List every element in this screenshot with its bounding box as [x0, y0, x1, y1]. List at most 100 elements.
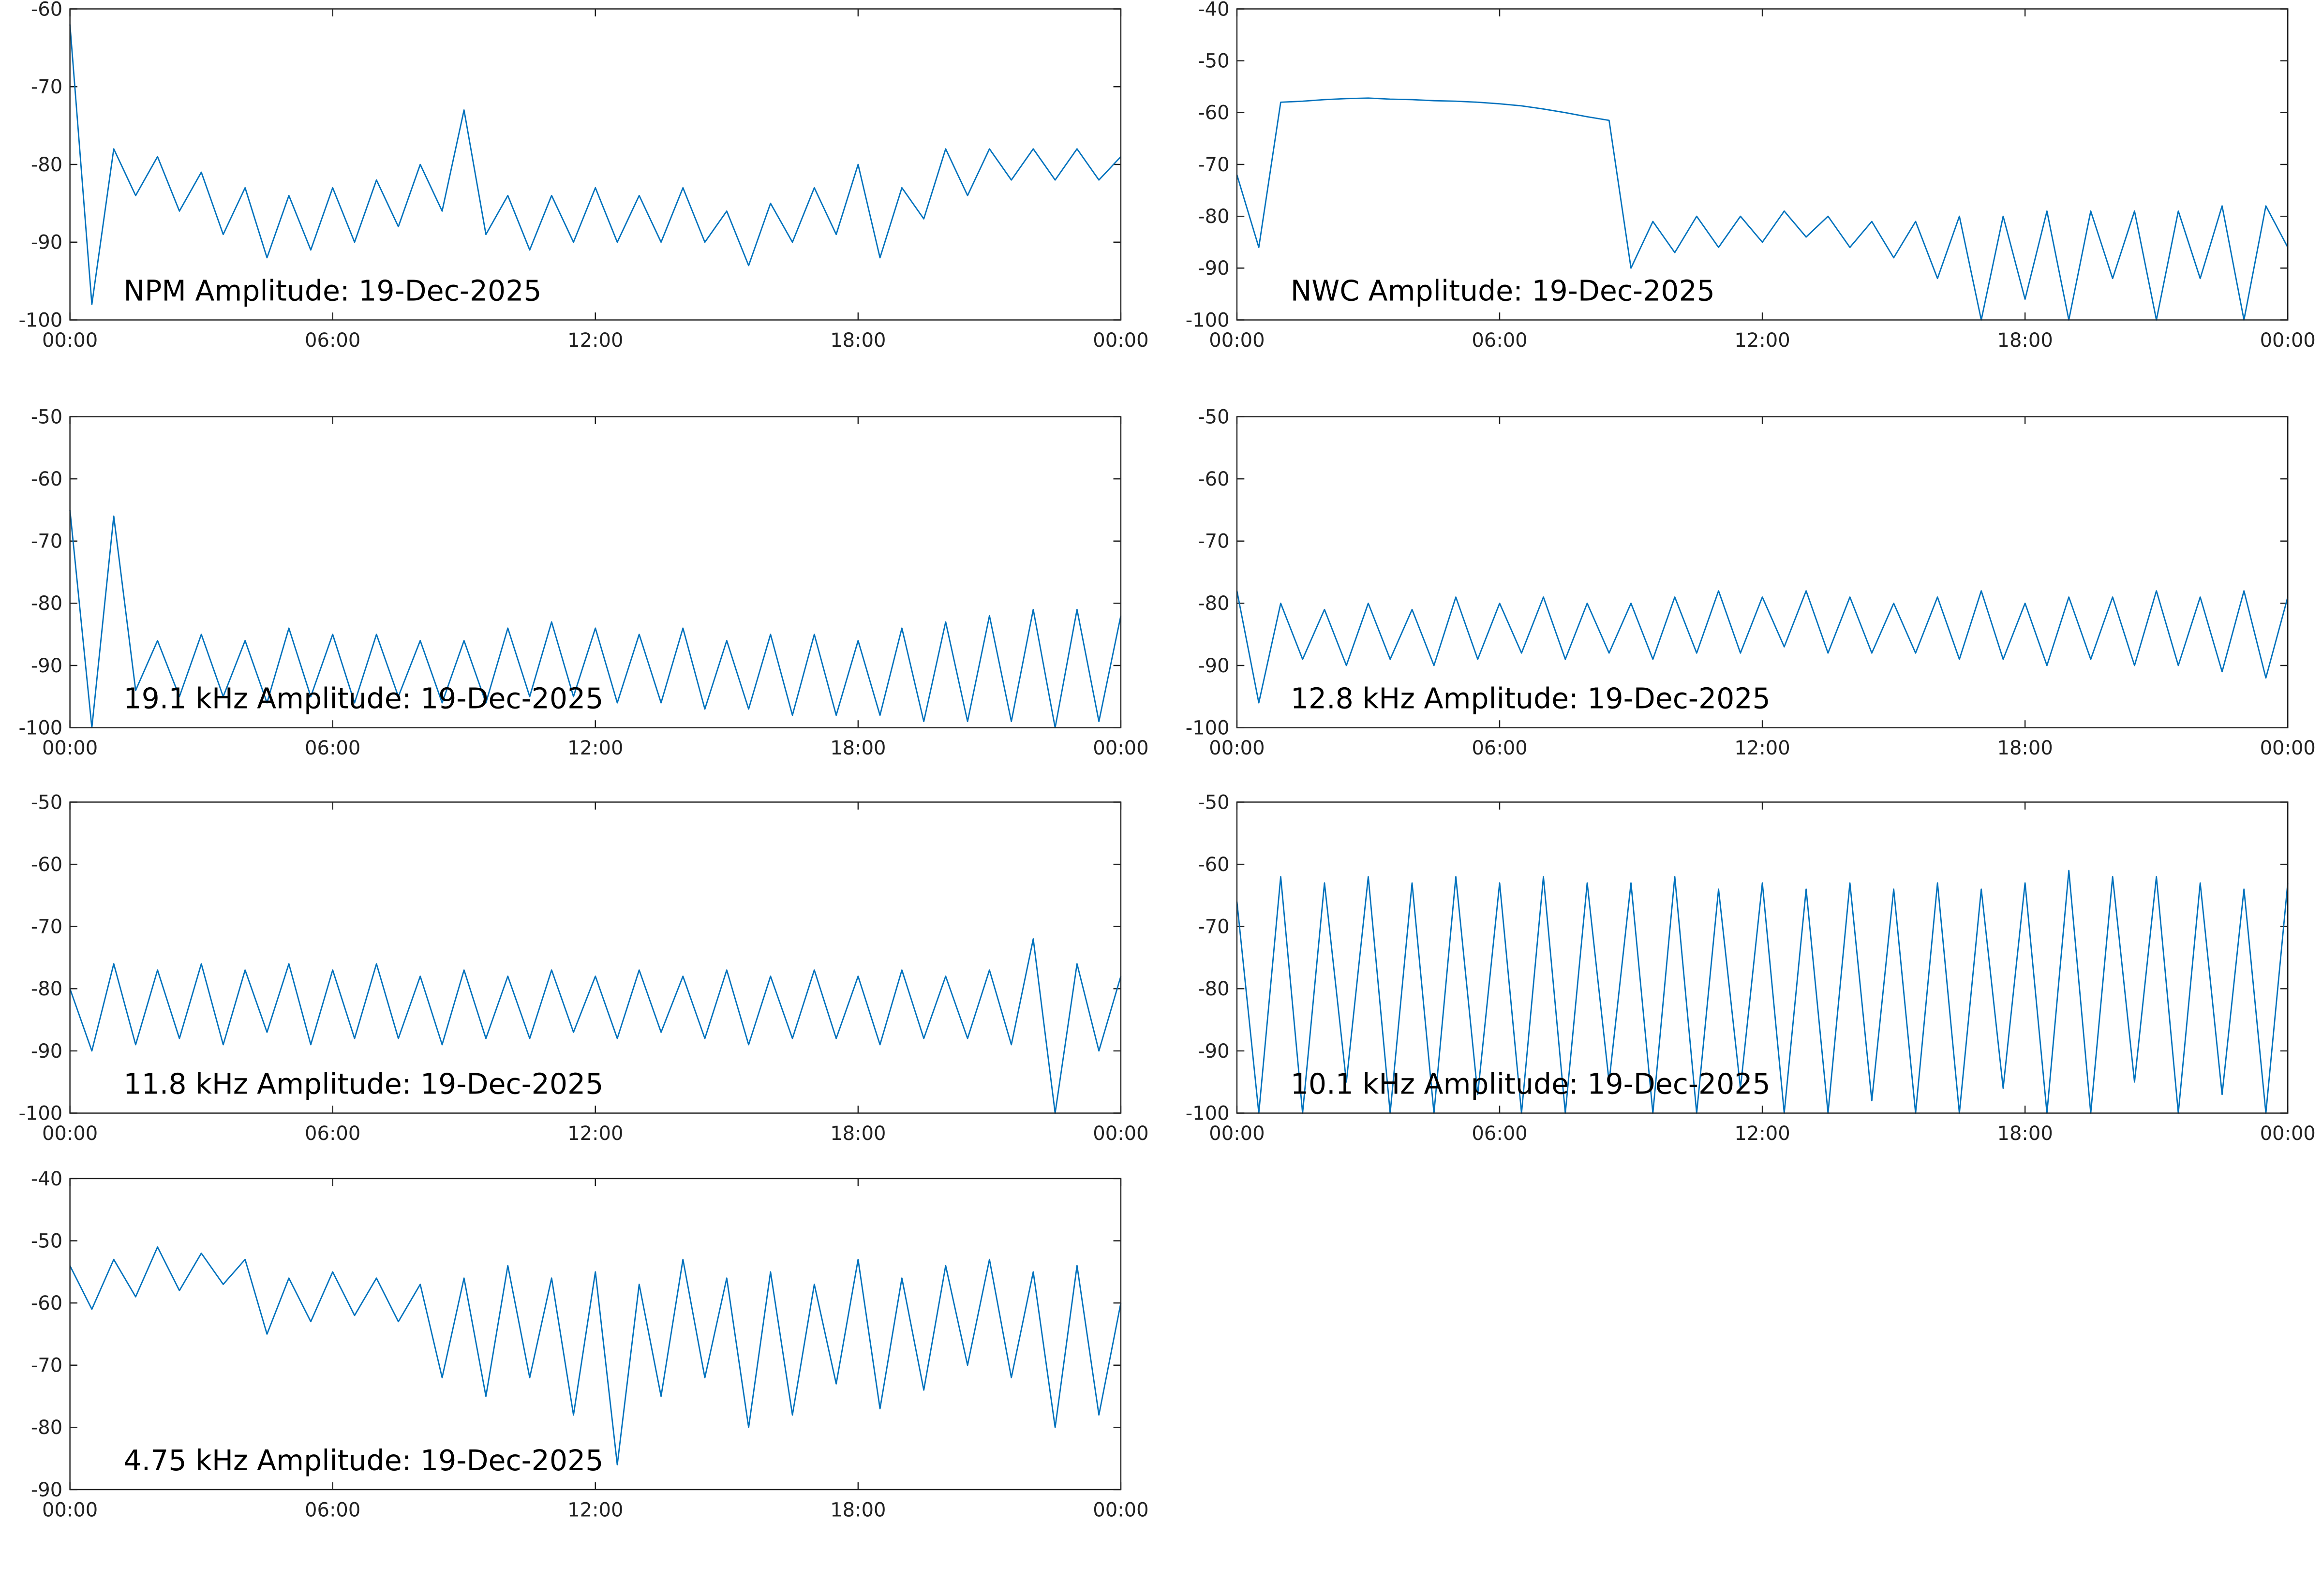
y-tick-label: -80: [31, 1417, 62, 1439]
panel-annotation: 10.1 kHz Amplitude: 19-Dec-2025: [1291, 1068, 1771, 1101]
y-tick-label: -40: [1198, 0, 1229, 20]
y-tick-label: -60: [31, 1292, 62, 1315]
y-tick-label: -70: [1198, 916, 1229, 938]
data-line: [69, 938, 1122, 1114]
y-tick-label: -60: [31, 0, 62, 20]
x-tick-label: 06:00: [305, 1123, 360, 1145]
y-tick-label: -50: [1198, 791, 1229, 813]
y-tick-label: -60: [1198, 102, 1229, 124]
y-tick-label: -70: [31, 916, 62, 938]
y-tick-label: -80: [1198, 592, 1229, 615]
plot-frame: [69, 416, 1122, 728]
x-tick-label: 06:00: [305, 329, 360, 352]
x-tick-label: 00:00: [2260, 1123, 2316, 1145]
plot-frame: [1236, 416, 2289, 728]
data-line: [69, 24, 1121, 305]
y-tick-label: -50: [31, 406, 62, 428]
x-tick-label: 00:00: [1093, 737, 1148, 759]
panel: -90 -80 -70 -60 -50 -40 00:00 06:00 12:00 18:00 00…: [31, 1168, 1149, 1522]
x-tick-label: 12:00: [1734, 1123, 1790, 1145]
data-line: [1236, 870, 2289, 1114]
y-tick-label: -60: [31, 854, 62, 876]
x-tick-label: 12:00: [1734, 737, 1790, 759]
y-tick-label: -70: [1198, 531, 1229, 553]
panel: -100 -90 -80 -70 -60 -50 00:00 06:00 12:00 18:00 0…: [1186, 406, 2316, 759]
x-tick-label: 18:00: [830, 329, 886, 352]
y-tick-label: -80: [31, 154, 62, 176]
x-tick-label: 00:00: [1093, 1499, 1148, 1521]
y-tick-label: -100: [1186, 1102, 1230, 1124]
x-tick-label: 00:00: [2260, 329, 2316, 352]
plot-frame: [69, 1178, 1122, 1491]
x-tick-label: 12:00: [567, 1123, 623, 1145]
panel: -100 -90 -80 -70 -60 -50 00:00 06:00 12:00 18:00 0…: [18, 791, 1148, 1145]
y-tick-label: -100: [18, 717, 62, 739]
y-tick-label: -80: [31, 978, 62, 1000]
x-tick-label: 18:00: [830, 737, 886, 759]
x-tick-label: 06:00: [1472, 737, 1527, 759]
y-tick-label: -90: [31, 1040, 62, 1063]
plot-frame: [69, 8, 1122, 321]
y-tick-label: -60: [1198, 468, 1229, 490]
panel-annotation: 12.8 kHz Amplitude: 19-Dec-2025: [1291, 682, 1771, 715]
data-line: [1236, 97, 2289, 321]
x-tick-label: 00:00: [1093, 1123, 1148, 1145]
y-tick-label: -50: [1198, 50, 1229, 72]
x-tick-label: 18:00: [1997, 737, 2053, 759]
plot-frame: [1236, 801, 2289, 1114]
x-tick-label: 06:00: [305, 737, 360, 759]
x-tick-label: 00:00: [42, 329, 98, 352]
x-tick-label: 00:00: [1093, 329, 1148, 352]
y-tick-label: -70: [1198, 154, 1229, 176]
x-tick-label: 06:00: [1472, 329, 1527, 352]
y-tick-label: -100: [1186, 717, 1230, 739]
panel-annotation: 11.8 kHz Amplitude: 19-Dec-2025: [123, 1068, 603, 1101]
y-tick-label: -80: [1198, 206, 1229, 228]
x-tick-label: 18:00: [1997, 329, 2053, 352]
x-tick-label: 00:00: [42, 737, 98, 759]
x-tick-label: 06:00: [1472, 1123, 1527, 1145]
panel-annotation: NWC Amplitude: 19-Dec-2025: [1291, 275, 1715, 308]
y-tick-label: -90: [1198, 655, 1229, 677]
y-tick-label: -100: [18, 309, 62, 331]
data-line: [69, 1246, 1122, 1465]
plot-frame: [69, 801, 1122, 1114]
x-tick-label: 06:00: [305, 1499, 360, 1521]
y-tick-label: -90: [1198, 1040, 1229, 1063]
y-tick-label: -70: [31, 531, 62, 553]
panel: -100 -90 -80 -70 -60 -50 -40 00:00 06:00 12:00 18:…: [1186, 0, 2316, 352]
y-tick-label: -70: [31, 76, 62, 98]
x-tick-label: 00:00: [2260, 737, 2316, 759]
panel: -100 -90 -80 -70 -60 00:00 06:00 12:00 18:00 00:0…: [18, 0, 1148, 352]
x-tick-label: 12:00: [567, 737, 623, 759]
panel-annotation: 19.1 kHz Amplitude: 19-Dec-2025: [123, 682, 603, 715]
y-tick-label: -70: [31, 1355, 62, 1377]
x-tick-label: 18:00: [1997, 1123, 2053, 1145]
y-tick-label: -80: [1198, 978, 1229, 1000]
y-tick-label: -40: [31, 1168, 62, 1190]
x-tick-label: 00:00: [42, 1499, 98, 1521]
y-tick-label: -90: [31, 232, 62, 254]
y-tick-label: -90: [1198, 257, 1229, 280]
y-tick-label: -90: [31, 1479, 62, 1501]
y-tick-label: -60: [1198, 854, 1229, 876]
y-tick-label: -80: [31, 592, 62, 615]
y-tick-label: -60: [31, 468, 62, 490]
x-tick-label: 00:00: [1209, 329, 1265, 352]
x-tick-label: 12:00: [1734, 329, 1790, 352]
x-tick-label: 00:00: [1209, 1123, 1265, 1145]
data-line: [69, 510, 1122, 729]
y-tick-label: -90: [31, 655, 62, 677]
panel-annotation: 4.75 kHz Amplitude: 19-Dec-2025: [123, 1444, 603, 1477]
x-tick-label: 12:00: [567, 329, 623, 352]
data-line: [1236, 590, 2289, 704]
y-tick-label: -50: [31, 1230, 62, 1252]
y-tick-label: -100: [18, 1102, 62, 1124]
x-tick-label: 12:00: [567, 1499, 623, 1521]
plot-frame: [1236, 8, 2289, 321]
panel: -100 -90 -80 -70 -60 -50 00:00 06:00 12:00 18:00 0…: [1186, 791, 2316, 1145]
x-tick-label: 18:00: [830, 1499, 886, 1521]
panel: -100 -90 -80 -70 -60 -50 00:00 06:00 12:00 18:00 0…: [18, 406, 1148, 759]
